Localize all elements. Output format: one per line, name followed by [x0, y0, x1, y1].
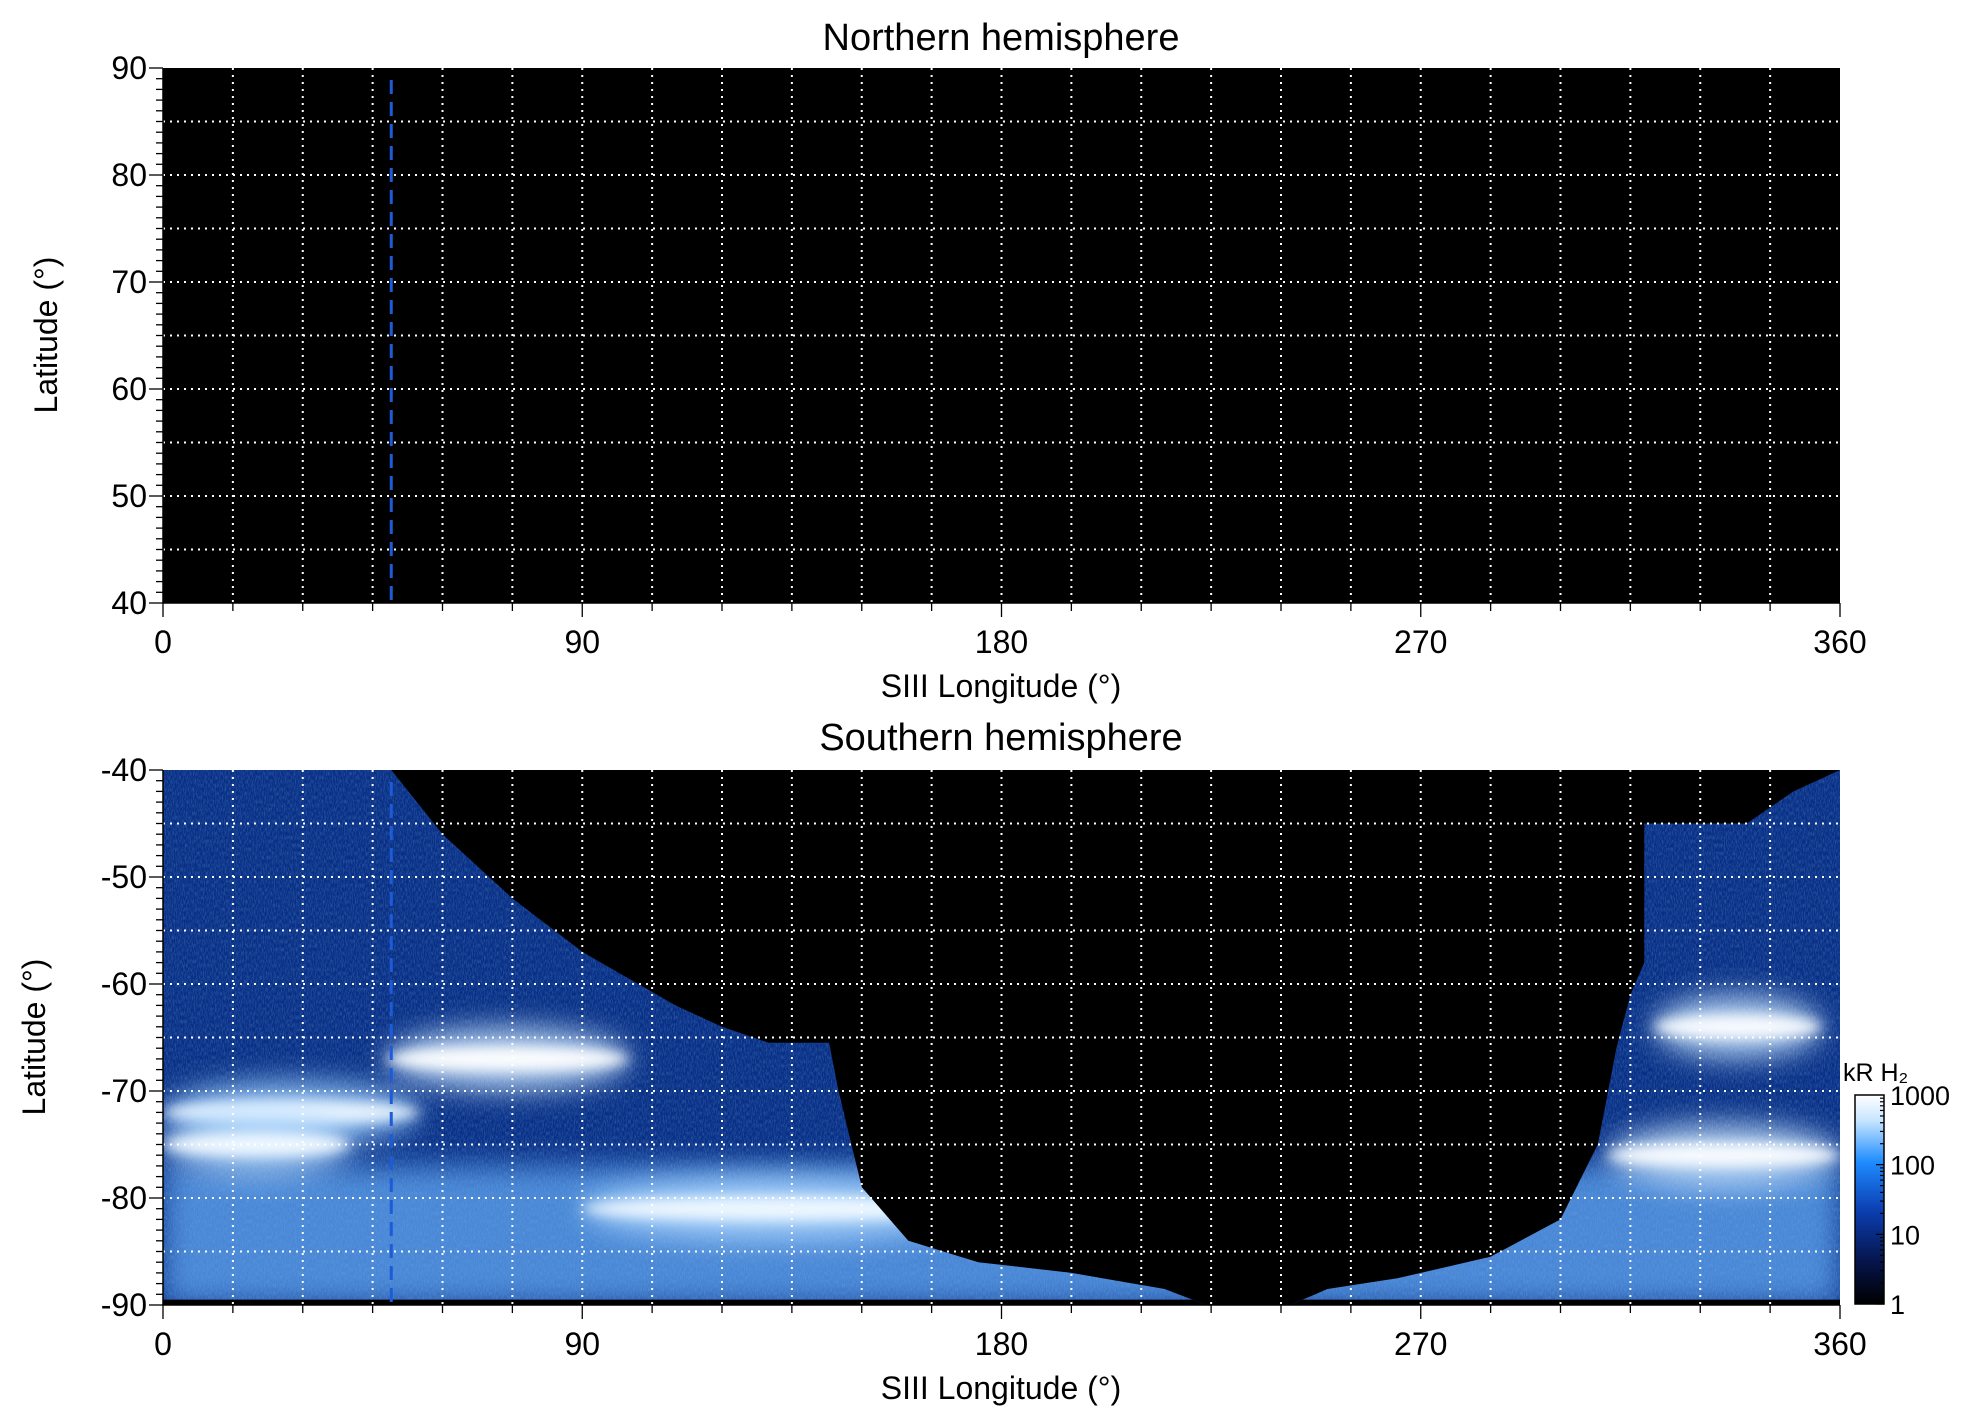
x-tick-label: 360: [1813, 1326, 1866, 1362]
colorbar-tick-label: 1: [1890, 1290, 1905, 1320]
x-axis-label-north: SIII Longitude (°): [881, 668, 1121, 704]
aurora-feature: [386, 1046, 629, 1071]
aurora-feature: [163, 1132, 350, 1157]
x-tick-label: 0: [154, 1326, 172, 1362]
colorbar-tick-label: 100: [1890, 1151, 1935, 1181]
x-axis-south: 0 90 180 270 360: [154, 1304, 1867, 1362]
y-axis-south: -40 -50 -60 -70 -80 -90: [101, 752, 164, 1323]
y-tick-label: -90: [101, 1287, 147, 1323]
y-tick-label: 60: [111, 371, 147, 407]
colorbar: [1854, 1094, 1885, 1305]
y-axis-label-north: Latitude (°): [28, 257, 64, 414]
y-tick-label: -40: [101, 752, 147, 788]
colorbar-label: kR H₂: [1843, 1059, 1908, 1087]
y-tick-label: -60: [101, 966, 147, 1002]
x-tick-label: 0: [154, 624, 172, 660]
y-tick-label: 80: [111, 157, 147, 193]
grid-north: [163, 68, 1840, 603]
colorbar-tick-label: 1000: [1890, 1081, 1950, 1111]
x-tick-label: 270: [1394, 624, 1447, 660]
y-tick-label: 40: [111, 585, 147, 621]
x-tick-label: 180: [975, 1326, 1028, 1362]
colorbar-tick-label: 10: [1890, 1220, 1920, 1250]
grid-south: [163, 770, 1840, 1305]
y-tick-label: 50: [111, 478, 147, 514]
x-tick-label: 90: [564, 624, 600, 660]
x-tick-label: 270: [1394, 1326, 1447, 1362]
y-tick-label: -50: [101, 859, 147, 895]
aurora-feature: [1653, 1014, 1822, 1039]
panel-title-south: Southern hemisphere: [819, 717, 1182, 759]
panel-title-north: Northern hemisphere: [823, 17, 1180, 59]
x-axis-label-south: SIII Longitude (°): [881, 1370, 1121, 1406]
x-tick-label: 90: [564, 1326, 600, 1362]
aurora-feature: [1607, 1143, 1840, 1168]
y-tick-label: -80: [101, 1180, 147, 1216]
y-tick-label: 70: [111, 264, 147, 300]
y-axis-north: 40 50 60 70 80 90: [111, 50, 164, 621]
x-axis-north: 0 90 180 270 360: [154, 602, 1867, 660]
y-axis-label-south: Latitude (°): [16, 959, 52, 1116]
y-tick-label: 90: [111, 50, 147, 86]
colorbar-ticks: 1 10 100 1000: [1876, 1081, 1950, 1320]
y-tick-label: -70: [101, 1073, 147, 1109]
x-tick-label: 180: [975, 624, 1028, 660]
x-tick-label: 360: [1813, 624, 1866, 660]
